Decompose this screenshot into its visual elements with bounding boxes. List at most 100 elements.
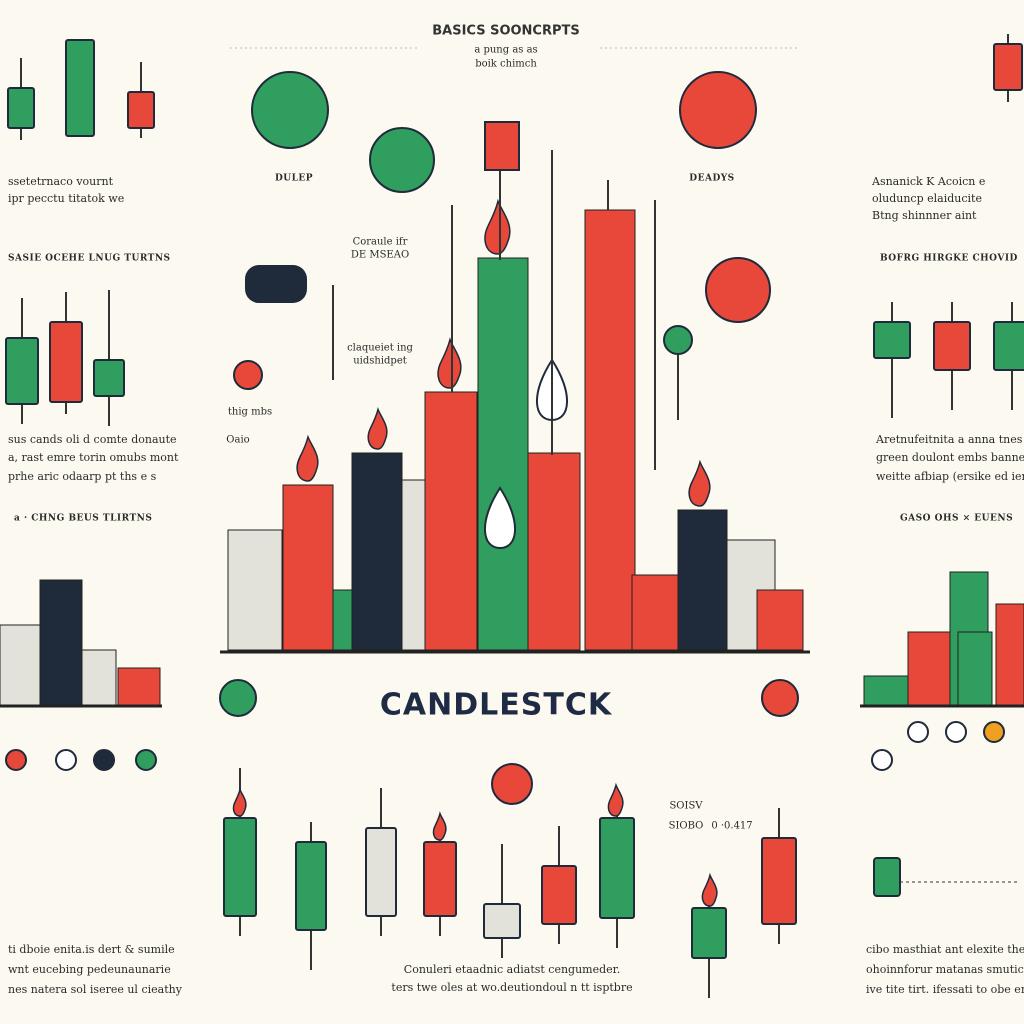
panel-text: wnt eucebing pedeunaunarie — [8, 963, 171, 976]
panel-text: prhe aric odaarp pt ths e s — [8, 470, 157, 483]
bar — [631, 574, 679, 651]
small-candle — [873, 857, 901, 897]
candle-body — [295, 841, 327, 931]
candle-body — [993, 43, 1023, 91]
panel-text: green doulont embs bannerms — [876, 451, 1024, 464]
note: DE MSEAO — [351, 250, 409, 261]
candle-body — [5, 337, 39, 405]
panel-text: weitte afbiap (ersike ed ienty — [876, 470, 1024, 483]
candle-body — [541, 865, 577, 925]
candle-body — [127, 91, 155, 129]
panel-text: ipr pecctu titatok we — [8, 192, 124, 205]
candle-body — [599, 817, 635, 919]
panel-heading: a · CHNG BEUS TLIRTNS — [14, 514, 152, 524]
flame — [607, 782, 624, 817]
dot-icon — [135, 749, 157, 771]
dot-icon — [945, 721, 967, 743]
label: DEADYS — [689, 174, 734, 184]
bar — [0, 624, 41, 706]
candle-body — [65, 39, 95, 137]
candle-body — [49, 321, 83, 403]
side-label: 0 ·0.417 — [711, 821, 752, 832]
dot-icon — [5, 749, 27, 771]
bar — [677, 509, 728, 651]
circle-icon — [369, 127, 435, 193]
circle-icon — [251, 71, 329, 149]
panel-text: ive tite tirt. ifessati to obe er — [866, 983, 1024, 996]
flame — [688, 459, 711, 507]
small-candle — [484, 121, 520, 171]
header-subtitle: a pung as as — [474, 45, 537, 56]
bar — [527, 452, 581, 651]
panel-text: ssetetrnaco vournt — [8, 175, 114, 188]
dot-icon — [907, 721, 929, 743]
decoration — [0, 34, 1024, 998]
panel-heading: BOFRG HIRGKE CHOVID — [880, 254, 1018, 264]
bar — [995, 603, 1024, 706]
circle-icon — [705, 257, 771, 323]
header-subtitle: boik chimch — [475, 59, 537, 70]
note: Coraule ifr — [353, 237, 408, 248]
panel-text: nes natera sol iseree ul cieathy — [8, 983, 183, 996]
panel-text: ti dboie enita.is dert & sumile — [8, 943, 175, 956]
footer-text: Conuleri etaadnic adiatst cengumeder. — [404, 963, 620, 976]
candle-body — [691, 907, 727, 959]
dot-icon — [871, 749, 893, 771]
side-label: SOISV — [669, 801, 703, 812]
flame — [437, 337, 462, 389]
panel-text: Asnanick K Acoicn e — [871, 175, 985, 188]
panel-text: cibo masthiat ant elexite ther — [866, 943, 1024, 956]
note: claqueiet ing — [347, 343, 413, 354]
panel-text: oluduncp elaiducite — [872, 192, 982, 205]
panel-text: Btng shinnner aint — [872, 209, 977, 222]
circle-icon — [491, 763, 533, 805]
note: thig mbs — [228, 407, 272, 418]
bar — [282, 484, 334, 651]
bar — [584, 209, 636, 651]
bar — [424, 391, 478, 651]
side-label: SIOBO — [669, 821, 704, 832]
candle-body — [483, 903, 521, 939]
main-title: CANDLESTCK — [380, 688, 613, 723]
candle-body — [993, 321, 1024, 371]
panel-text: Aretnufeitnita a anna tnes rh — [875, 433, 1024, 446]
bar — [957, 631, 993, 706]
candle-body — [223, 817, 257, 917]
circle-icon — [761, 679, 799, 717]
candle-body — [93, 359, 125, 397]
candle-body — [761, 837, 797, 925]
note: uidshidpet — [353, 356, 407, 367]
circle-icon — [663, 325, 693, 355]
flame — [232, 787, 247, 817]
bar — [39, 579, 83, 706]
header-title: BASICS SOONCRPTS — [432, 24, 580, 39]
candle-body — [423, 841, 457, 917]
circle-icon — [219, 679, 257, 717]
dot-icon — [55, 749, 77, 771]
circle-icon — [679, 71, 757, 149]
flame — [432, 811, 447, 841]
label: DULEP — [275, 174, 313, 184]
candle-body — [7, 87, 35, 129]
dot-icon — [93, 749, 115, 771]
flame — [367, 406, 388, 450]
bar — [81, 649, 117, 706]
bar — [863, 675, 909, 706]
panel-text: a, rast emre torin omubs mont — [8, 451, 179, 464]
bar — [117, 667, 161, 706]
circle-icon — [233, 360, 263, 390]
flame — [484, 486, 516, 550]
bar — [756, 589, 804, 651]
candle-body — [873, 321, 911, 359]
panel-text: sus cands oli d comte donaute — [8, 433, 177, 446]
dot-icon — [983, 721, 1005, 743]
candle-body — [365, 827, 397, 917]
flame — [484, 198, 511, 255]
flame — [701, 872, 718, 907]
bar — [351, 452, 403, 651]
footer-text: ters twe oles at wo.deutiondoul n tt isp… — [391, 981, 632, 994]
candle-body — [933, 321, 971, 371]
panel-text: ohoinnforur matanas smutices — [866, 963, 1024, 976]
note: Oaio — [226, 435, 249, 446]
